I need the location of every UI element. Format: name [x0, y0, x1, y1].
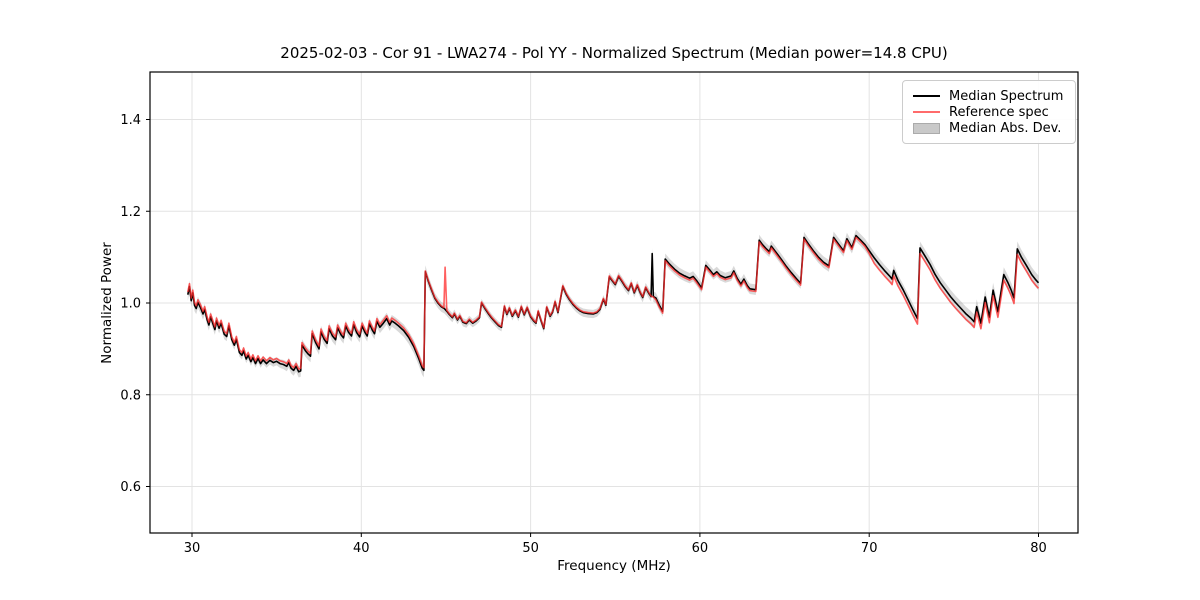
legend-entry-mad: Median Abs. Dev. [913, 121, 1065, 137]
x-tick-label: 80 [1030, 541, 1047, 556]
y-tick-label: 0.8 [120, 388, 141, 403]
legend: Median Spectrum Reference spec Median Ab… [902, 80, 1076, 144]
median-line-swatch-icon [913, 95, 940, 98]
mad-patch-swatch-icon [913, 123, 940, 135]
x-tick-label: 70 [861, 541, 878, 556]
legend-entry-median: Median Spectrum [913, 88, 1065, 104]
y-tick-label: 1.2 [120, 205, 141, 220]
legend-label-median: Median Spectrum [949, 88, 1064, 104]
legend-label-reference: Reference spec [949, 104, 1049, 120]
x-tick-label: 40 [353, 541, 370, 556]
legend-label-mad: Median Abs. Dev. [949, 121, 1062, 137]
y-tick-label: 0.6 [120, 480, 141, 495]
x-axis-label: Frequency (MHz) [557, 558, 671, 574]
x-tick-label: 60 [692, 541, 709, 556]
y-tick-label: 1.4 [120, 113, 141, 128]
legend-entry-reference: Reference spec [913, 104, 1065, 120]
reference-spec-line [187, 236, 1040, 370]
y-tick-label: 1.0 [120, 297, 141, 312]
chart-title: 2025-02-03 - Cor 91 - LWA274 - Pol YY - … [280, 44, 948, 62]
x-tick-label: 50 [522, 541, 539, 556]
y-axis-label: Normalized Power [99, 242, 115, 364]
reference-line-swatch-icon [913, 111, 940, 114]
x-tick-label: 30 [184, 541, 201, 556]
mad-band [187, 229, 1039, 378]
